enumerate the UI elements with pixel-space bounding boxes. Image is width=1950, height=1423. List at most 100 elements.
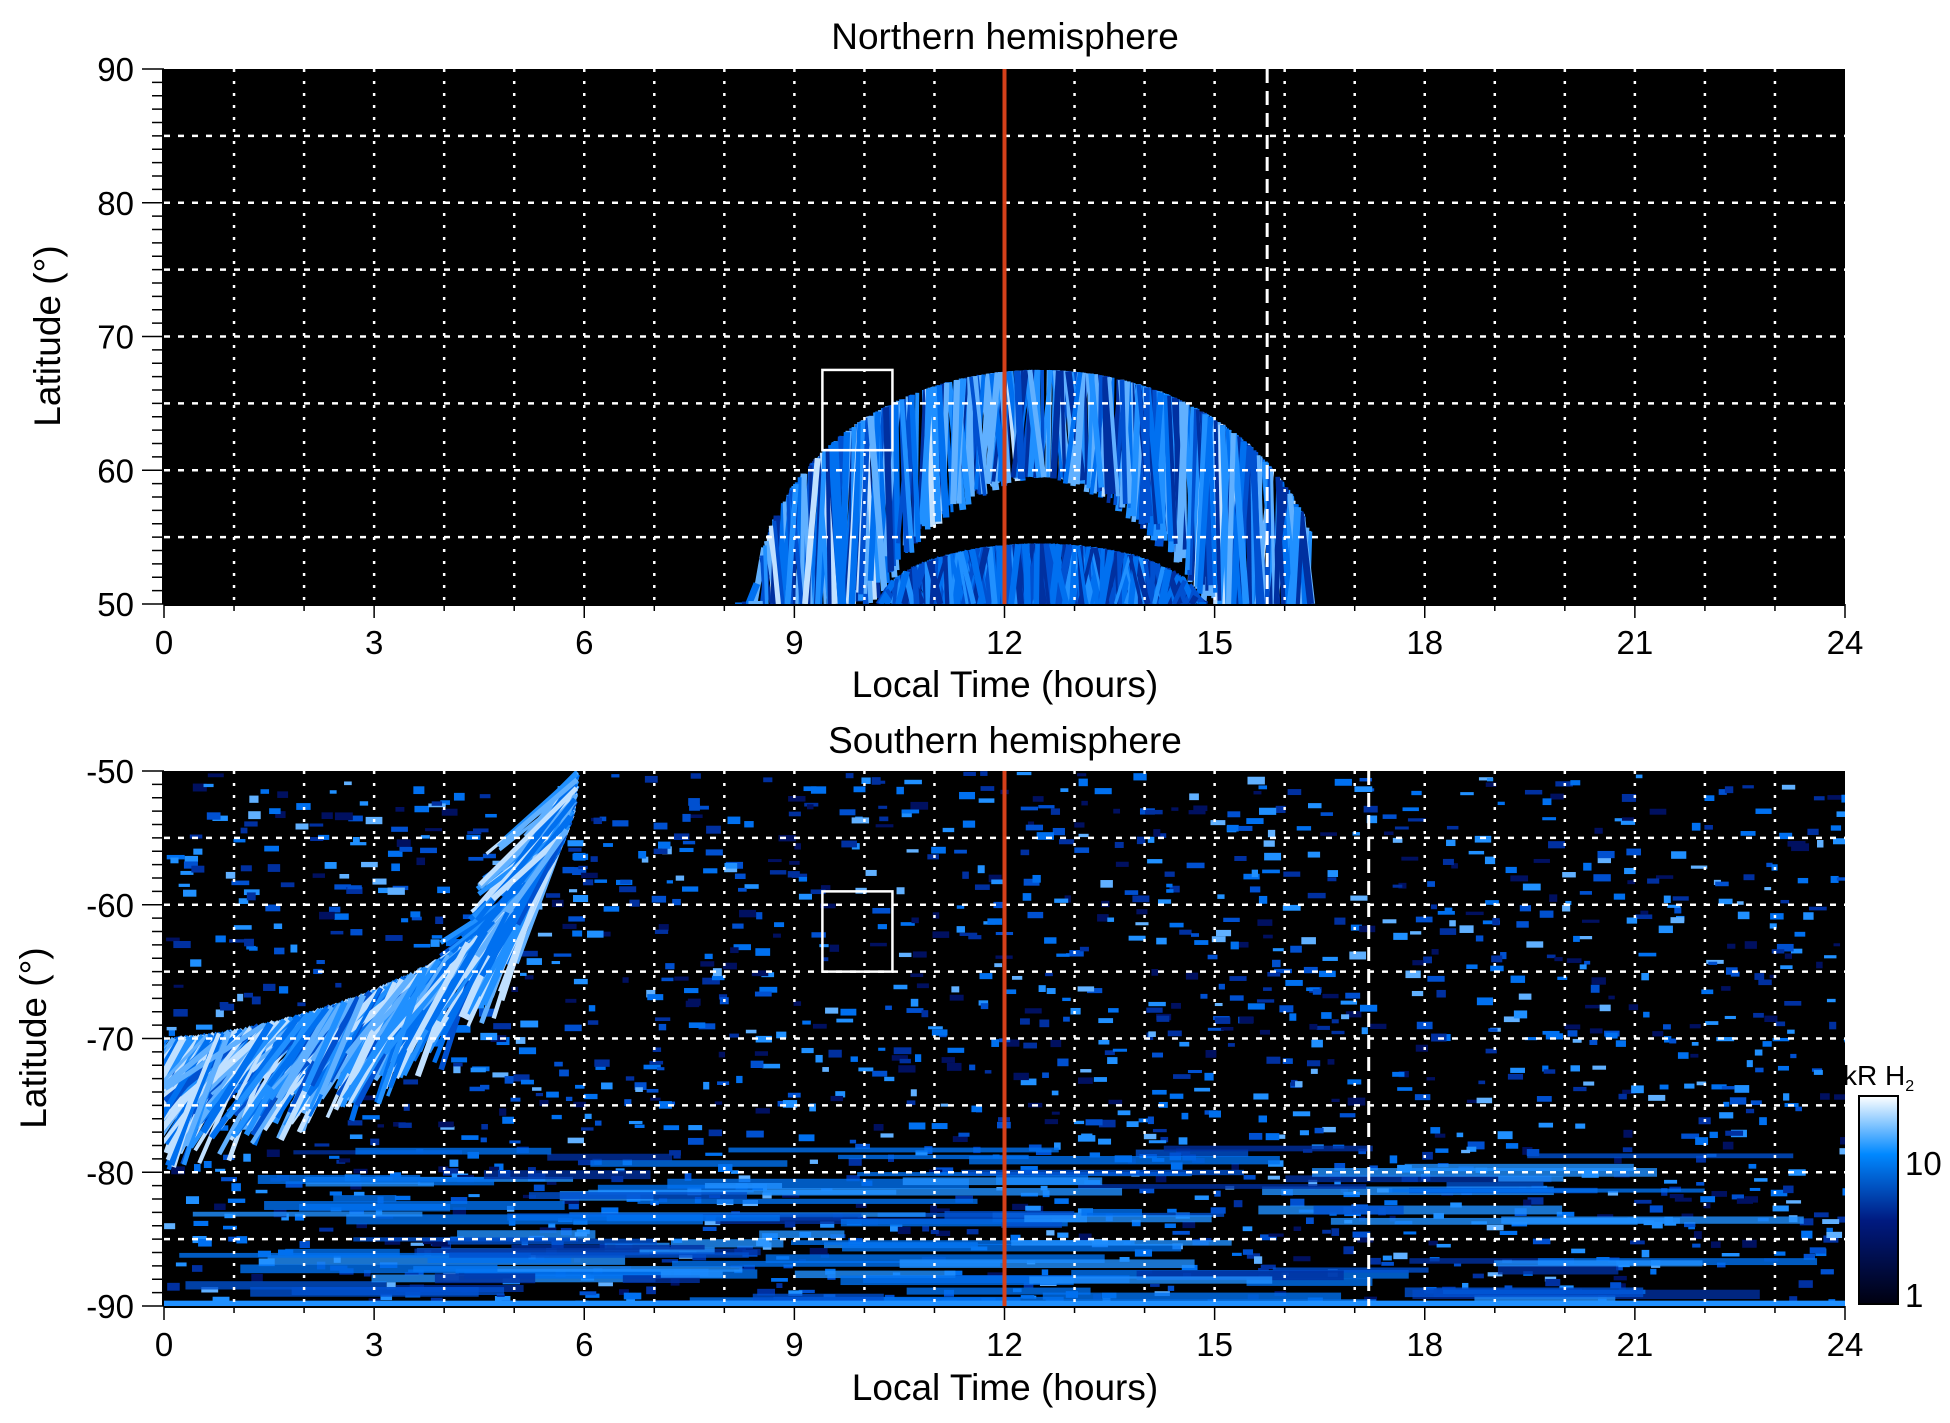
heatmap-cell <box>310 837 324 841</box>
heatmap-cell <box>545 893 561 898</box>
heatmap-cell <box>1282 904 1301 911</box>
heatmap-cell <box>1550 793 1564 800</box>
heatmap-cell <box>1051 1090 1059 1096</box>
heatmap-cell <box>548 1223 556 1228</box>
heatmap-cell <box>1449 920 1456 927</box>
heatmap-cell <box>1077 1135 1096 1142</box>
heatmap-cell <box>1170 1162 1183 1170</box>
heatmap-cell <box>963 771 976 777</box>
heatmap-cell <box>900 922 915 926</box>
heatmap-cell <box>651 895 667 903</box>
heatmap-cell <box>390 1172 402 1178</box>
heatmap-cell <box>1230 433 1250 604</box>
heatmap-cell <box>520 1079 534 1085</box>
heatmap-cell <box>916 983 929 989</box>
heatmap-cell <box>650 1097 661 1101</box>
heatmap-cell <box>1289 1013 1297 1021</box>
heatmap-cell <box>618 1289 629 1295</box>
heatmap-cell <box>901 809 912 818</box>
heatmap-cell <box>1040 543 1051 604</box>
heatmap-cell <box>690 773 701 779</box>
heatmap-cell <box>1590 984 1600 993</box>
heatmap-cell <box>567 1137 584 1144</box>
heatmap-cell <box>1363 805 1378 813</box>
heatmap-cell <box>746 1130 764 1138</box>
x-tick-label: 0 <box>155 1326 173 1363</box>
heatmap-cell <box>1830 825 1842 831</box>
heatmap-cell <box>1674 1197 1692 1202</box>
heatmap-cell <box>1945 1023 1950 1103</box>
heatmap-cell <box>516 832 568 926</box>
heatmap-cell <box>1910 1031 1950 1158</box>
heatmap-cell <box>442 1168 459 1176</box>
heatmap-cell <box>260 789 270 794</box>
heatmap-cell <box>1369 1165 1378 1171</box>
heatmap-cell <box>1579 964 1587 970</box>
heatmap-cell <box>468 1194 480 1198</box>
heatmap-cell <box>1690 1053 1699 1058</box>
heatmap-cell <box>1597 857 1611 864</box>
heatmap-cell <box>625 1076 635 1081</box>
heatmap-cell <box>988 874 1002 883</box>
heatmap-band <box>1081 1208 1142 1216</box>
heatmap-band <box>1409 1258 1574 1264</box>
heatmap-band <box>1285 1175 1552 1183</box>
heatmap-cell <box>410 911 421 918</box>
heatmap-cell <box>821 957 829 962</box>
heatmap-cell <box>380 1293 393 1301</box>
heatmap-cell <box>687 1137 704 1145</box>
heatmap-cell <box>229 939 247 943</box>
heatmap-cell <box>896 887 905 895</box>
heatmap-cell <box>977 865 985 874</box>
heatmap-cell <box>1912 1030 1950 1090</box>
x-tick-label: 24 <box>1827 1326 1864 1363</box>
heatmap-cell <box>840 1008 857 1016</box>
heatmap-cell <box>249 795 259 803</box>
heatmap-cell <box>328 906 341 913</box>
heatmap-cell <box>1809 906 1827 911</box>
heatmap-cell <box>248 811 261 820</box>
heatmap-cell <box>877 924 887 930</box>
heatmap-cell <box>1584 960 1591 965</box>
heatmap-cell <box>1343 1246 1354 1255</box>
heatmap-cell <box>1807 828 1819 835</box>
heatmap-cell <box>688 1022 706 1028</box>
heatmap-cell <box>1052 827 1065 836</box>
heatmap-cell <box>1246 1253 1261 1259</box>
heatmap-cell <box>1216 929 1232 937</box>
heatmap-cell <box>1189 793 1199 801</box>
heatmap-cell <box>1444 907 1453 912</box>
heatmap-cell <box>1450 1202 1462 1208</box>
heatmap-cell <box>1057 1058 1069 1067</box>
heatmap-cell <box>1608 995 1615 1000</box>
heatmap-cell <box>266 1149 280 1157</box>
heatmap-cell <box>1736 901 1744 905</box>
heatmap-cell <box>1182 1221 1196 1229</box>
heatmap-cell <box>793 1001 802 1006</box>
heatmap-cell <box>1430 904 1437 910</box>
heatmap-cell <box>1152 566 1166 604</box>
heatmap-cell <box>959 932 978 936</box>
heatmap-cell <box>1777 1065 1789 1071</box>
heatmap-cell <box>910 998 919 1007</box>
heatmap-cell <box>438 1121 454 1128</box>
x-tick-label: 0 <box>155 624 173 661</box>
heatmap-cell <box>362 1115 380 1120</box>
heatmap-cell <box>572 853 589 860</box>
heatmap-cell <box>1100 880 1113 888</box>
heatmap-cell <box>1275 805 1286 813</box>
heatmap-cell <box>1725 1130 1744 1136</box>
heatmap-cell <box>1243 1175 1256 1180</box>
heatmap-cell <box>1731 1194 1744 1200</box>
heatmap-cell <box>1834 1094 1845 1100</box>
north-ylabel: Latitude (°) <box>27 245 68 426</box>
heatmap-cell <box>1836 811 1845 817</box>
heatmap-cell <box>1069 950 1084 957</box>
heatmap-cell <box>858 417 871 595</box>
heatmap-cell <box>246 892 256 901</box>
heatmap-cell <box>164 1036 181 1067</box>
heatmap-cell <box>959 791 976 800</box>
y-tick-label: 60 <box>97 452 134 489</box>
heatmap-cell <box>280 882 295 888</box>
heatmap-cell <box>1631 1085 1644 1094</box>
